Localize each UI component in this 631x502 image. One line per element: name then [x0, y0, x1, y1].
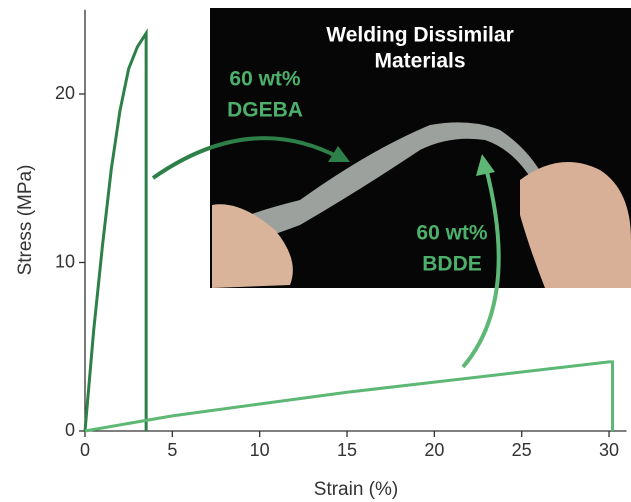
inset-title: Welding Dissimilar: [326, 24, 514, 47]
annotation: DGEBA: [227, 99, 303, 122]
chart: Welding Dissimilar Materials 60 wt% DGEB…: [0, 0, 631, 502]
x-tick-label: 0: [80, 440, 90, 460]
series-line: [85, 33, 146, 431]
series-line: [85, 362, 613, 431]
annotation: 60 wt%: [416, 222, 488, 245]
x-axis-label: Strain (%): [314, 479, 398, 500]
x-tick-label: 5: [167, 440, 177, 460]
inset-title: Materials: [374, 50, 465, 73]
x-tick-label: 10: [250, 440, 270, 460]
annotation: 60 wt%: [229, 68, 301, 91]
y-axis-label: Stress (MPa): [15, 165, 36, 276]
y-tick-label: 10: [55, 251, 75, 271]
y-tick-label: 20: [55, 83, 75, 103]
x-tick-label: 15: [337, 440, 357, 460]
x-tick-label: 30: [599, 440, 619, 460]
annotation: BDDE: [422, 253, 482, 276]
x-tick-label: 20: [424, 440, 444, 460]
y-tick-label: 0: [65, 420, 75, 440]
x-tick-label: 25: [512, 440, 532, 460]
